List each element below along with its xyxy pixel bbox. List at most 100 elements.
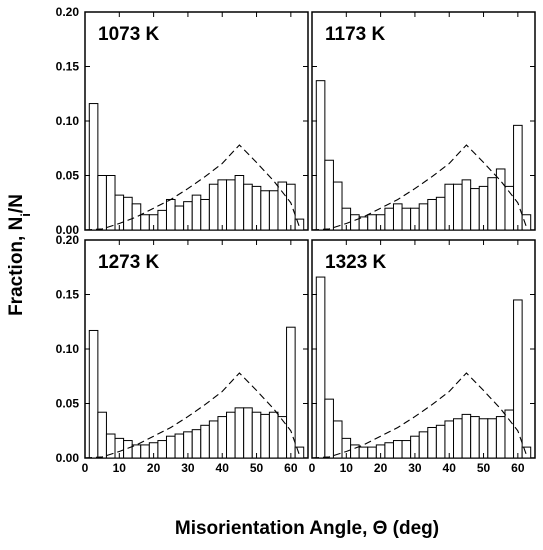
histogram-bar [324,398,334,459]
x-axis-title: Misorientation Angle, Θ (deg) [175,518,439,539]
histogram-bar [461,179,472,231]
histogram-bar [123,440,133,459]
x-tick-label: 0 [82,461,89,475]
histogram-bar [418,431,429,459]
histogram-bar [453,183,463,231]
histogram-bar [260,413,270,459]
panel-frame [84,239,309,459]
x-tick-label: 30 [408,461,422,475]
panel-2: 1173 K [311,11,536,231]
x-tick-label: 20 [374,461,388,475]
histogram-bar [286,183,296,231]
histogram-bar [234,175,245,231]
histogram-bar [315,276,326,459]
histogram-bar [165,198,176,231]
histogram-bar [418,203,429,231]
histogram-bar [251,185,262,231]
histogram-bar [470,188,480,231]
y-axis-title-subscript: i [18,213,33,217]
histogram-bar [131,203,142,231]
x-tick-label: 60 [511,461,525,475]
histogram-bar [513,299,523,459]
histogram-bar [358,216,369,231]
histogram-bar [174,433,185,459]
panel-3: 0.00 0.05 0.10 0.15 0.20 0 10 20 30 40 50 60 1273 K [56,233,309,475]
y-tick-label: 0.00 [56,223,80,237]
histogram-bar [200,424,210,459]
y-tick-label: 0.20 [56,5,80,19]
random-distribution-curve [311,372,529,459]
histogram-bar [435,424,446,459]
histogram-bar [435,196,446,231]
histogram-bar [208,183,219,231]
x-tick-label: 0 [309,461,316,475]
histogram-bar [367,214,377,231]
histogram-bar [367,446,377,459]
y-tick-label: 0.05 [56,397,80,411]
histogram-bar [487,177,497,231]
histogram-bar [140,444,150,459]
x-tick-label: 50 [477,461,491,475]
histogram-bar [332,181,343,231]
histogram-bar [191,194,202,231]
histogram-bar [461,413,472,459]
histogram-bar [157,209,167,231]
panel-1: 0.00 0.05 0.10 0.15 0.20 1073 K [56,5,309,237]
histogram-bar [504,409,515,459]
y-axis-title-tail: /N [6,194,27,213]
histogram-bar [294,218,305,231]
histogram-bar [521,446,532,459]
histogram-bar [260,190,270,231]
y-tick-label: 0.10 [56,114,80,128]
histogram-bar [131,444,142,459]
histogram-bar [277,181,288,231]
x-tick-label: 60 [284,461,298,475]
histogram-bar [521,214,532,231]
histogram-bar [444,183,455,231]
histogram-bar [165,435,176,459]
histogram-bar [324,159,334,231]
histogram-bar [453,418,463,459]
y-tick-label: 0.15 [56,60,80,74]
histogram-bar [427,426,437,459]
histogram-bar [268,411,279,459]
random-distribution-curve [84,372,302,459]
histogram-bar [234,407,245,459]
histogram-bar [251,411,262,459]
random-distribution-curve [311,144,529,231]
histogram-bar [350,214,360,231]
histogram-bar [174,205,185,231]
histogram-bar [478,185,489,231]
x-tick-label: 10 [340,461,354,475]
histogram-bar [294,446,305,459]
panel-temperature-label: 1073 K [98,24,160,45]
y-axis-title: Fraction, Ni/N [6,194,33,316]
x-tick-label: 30 [181,461,195,475]
histogram-bar [392,203,403,231]
random-distribution-curve [84,144,302,231]
x-tick-label: 10 [113,461,127,475]
histogram-bar [478,418,489,459]
histogram-bar [217,179,228,231]
y-tick-label: 0.00 [56,451,80,465]
histogram-bar [200,198,210,231]
histogram-bar [97,175,107,231]
histogram-bar [97,411,107,459]
histogram-bar [427,198,437,231]
histogram-bar [277,416,288,459]
panels-group: 0.00 0.05 0.10 0.15 0.20 1073 K 1173 K 0.00 0.05… [56,5,536,475]
histogram-bar [217,416,228,459]
histogram-bar [157,440,167,459]
histogram-bar [401,207,412,231]
histogram-bar [392,440,403,459]
histogram-bar [513,124,523,231]
histogram-bar [358,446,369,459]
histogram-bar [444,420,455,459]
histogram-bar [495,416,506,459]
histogram-bar [191,429,202,459]
x-tick-label: 20 [147,461,161,475]
histogram-bar [123,196,133,231]
histogram-bar [114,194,125,231]
panel-temperature-label: 1273 K [98,252,160,273]
y-tick-label: 0.05 [56,169,80,183]
